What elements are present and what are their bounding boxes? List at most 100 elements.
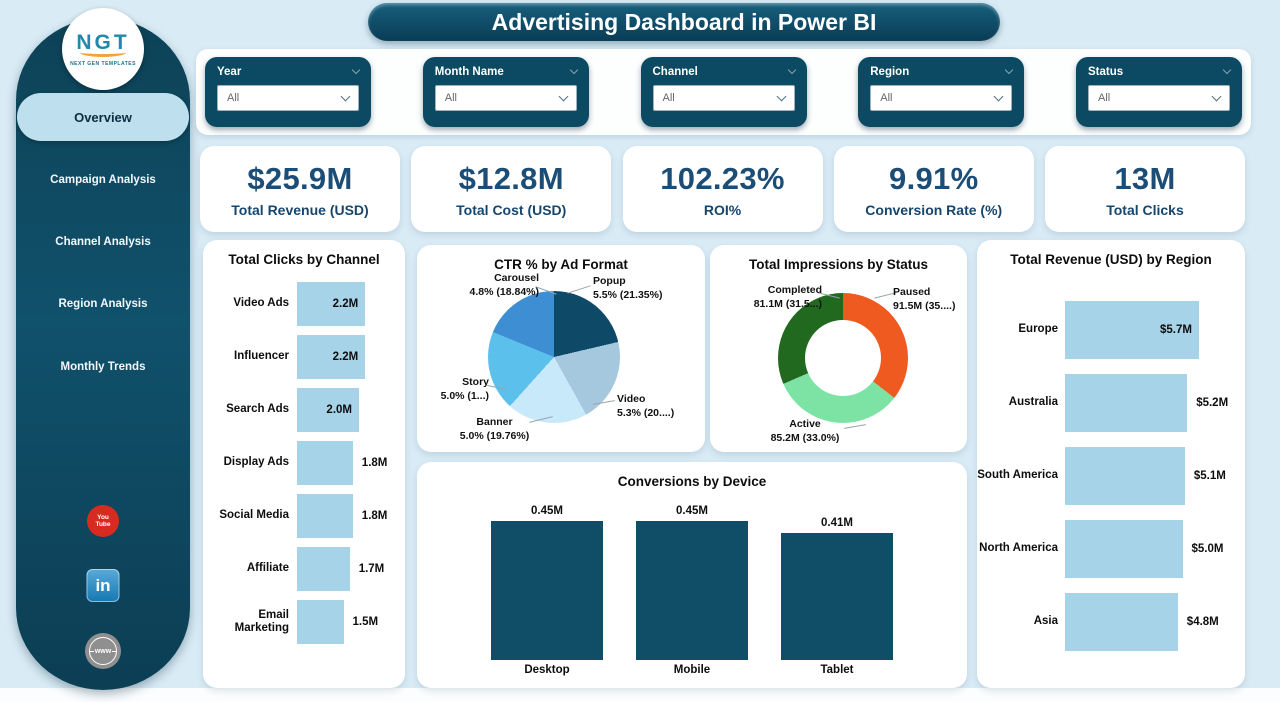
kpi-total-clicks: 13M Total Clicks	[1045, 146, 1245, 232]
category-label: Mobile	[673, 664, 711, 676]
chart-total-clicks-by-channel: Total Clicks by Channel Video Ads 2.2M Inf…	[203, 240, 405, 688]
bar[interactable]	[297, 546, 350, 591]
category-label: North America	[979, 542, 1058, 555]
leader-line	[567, 285, 591, 294]
slice-label-banner: Banner 5.0% (19.76%)	[459, 416, 530, 442]
chevron-down-icon[interactable]	[351, 65, 361, 75]
linkedin-icon[interactable]: in	[86, 569, 120, 602]
kpi-row: $25.9M Total Revenue (USD) $12.8M Total …	[200, 146, 1245, 232]
bar[interactable]	[1065, 373, 1188, 432]
sidebar-item-channel-analysis[interactable]: Channel Analysis	[55, 236, 151, 248]
sidebar: NGT NEXT GEN TEMPLATES Overview Campaign…	[16, 8, 190, 690]
kpi-value: $25.9M	[247, 160, 353, 196]
sidebar-item-campaign-analysis[interactable]: Campaign Analysis	[50, 174, 156, 186]
chevron-down-icon[interactable]	[1222, 65, 1232, 75]
bar[interactable]	[1065, 592, 1178, 651]
bar[interactable]	[781, 533, 893, 660]
status-dropdown[interactable]: All	[1088, 85, 1230, 111]
sidebar-item-label: Overview	[74, 109, 132, 125]
bar[interactable]: 2.2M	[297, 334, 366, 379]
bar-plot-area: Video Ads 2.2M Influencer 2.2M Search Ads 2.0…	[203, 277, 405, 648]
dropdown-value: All	[880, 92, 893, 104]
youtube-icon[interactable]: You Tube	[87, 505, 119, 537]
kpi-label: Total Revenue (USD)	[231, 201, 369, 218]
slice-label-carousel: Carousel 4.8% (18.84%)	[469, 272, 539, 298]
bottom-strip	[0, 688, 1280, 702]
pie-chart[interactable]	[488, 291, 620, 423]
bar-track: $5.7M	[1065, 300, 1199, 359]
region-dropdown[interactable]: All	[870, 85, 1013, 111]
bar[interactable]	[297, 493, 353, 538]
website-globe-icon[interactable]: www	[85, 633, 121, 669]
slicer-label: Year	[217, 66, 242, 78]
chevron-down-icon[interactable]	[787, 65, 796, 75]
value-label: $5.7M	[1159, 323, 1192, 336]
kpi-conversion-rate: 9.91% Conversion Rate (%)	[833, 146, 1034, 232]
bar-row: Display Ads 1.8M	[203, 436, 405, 489]
dropdown-value: All	[444, 92, 457, 104]
bar-row: Europe $5.7M	[977, 293, 1245, 366]
value-label: 2.2M	[332, 297, 359, 310]
chevron-down-icon[interactable]	[1005, 65, 1014, 75]
channel-dropdown[interactable]: All	[652, 85, 795, 111]
kpi-label: Total Cost (USD)	[456, 201, 567, 218]
bar[interactable]	[1065, 519, 1183, 578]
bar-row: Affiliate 1.7M	[203, 542, 405, 595]
kpi-roi: 102.23% ROI%	[622, 146, 823, 232]
dropdown-value: All	[1098, 92, 1111, 104]
category-label: Affiliate	[246, 562, 289, 575]
month-name-dropdown[interactable]: All	[434, 85, 577, 111]
year-dropdown[interactable]: All	[217, 85, 359, 111]
bar-track: $4.8M	[1065, 592, 1219, 651]
bar-row: South America $5.1M	[977, 439, 1245, 512]
charts-area: Total Clicks by Channel Video Ads 2.2M Inf…	[200, 240, 1250, 688]
kpi-total-revenue: $25.9M Total Revenue (USD)	[200, 146, 400, 232]
category-label: Video Ads	[233, 297, 289, 310]
slicer-label: Region	[870, 66, 910, 78]
logo-swoosh-icon	[80, 48, 126, 57]
chart-title: Total Clicks by Channel	[228, 252, 380, 267]
bar[interactable]	[297, 440, 353, 485]
bar[interactable]: 2.0M	[297, 387, 359, 432]
slicer-region: Region All	[858, 57, 1025, 127]
page-title: Advertising Dashboard in Power BI	[368, 3, 1000, 41]
logo-subtext: NEXT GEN TEMPLATES	[70, 61, 136, 67]
value-label: 1.8M	[361, 456, 388, 469]
bar-row: Social Media 1.8M	[203, 489, 405, 542]
chart-conversions-by-device: Conversions by Device 0.45M Desktop 0.45M M…	[417, 462, 967, 688]
bar-column: 0.45M Mobile	[636, 504, 748, 680]
value-label: 0.45M	[676, 505, 708, 517]
sidebar-item-monthly-trends[interactable]: Monthly Trends	[60, 361, 146, 373]
sidebar-item-region-analysis[interactable]: Region Analysis	[58, 298, 148, 310]
category-label: Desktop	[524, 664, 570, 676]
slice-label-popup: Popup 5.5% (21.35%)	[593, 275, 663, 301]
chevron-down-icon	[340, 91, 351, 101]
bar[interactable]	[636, 521, 748, 660]
value-label: 0.45M	[531, 505, 563, 517]
bar-row: Email Marketing 1.5M	[203, 595, 405, 648]
bar[interactable]: 2.2M	[297, 281, 366, 326]
chevron-down-icon[interactable]	[569, 65, 578, 75]
chevron-down-icon	[993, 91, 1004, 101]
chart-total-revenue-by-region: Total Revenue (USD) by Region Europe $5.7…	[977, 240, 1245, 688]
category-label: Email Marketing	[234, 608, 289, 634]
category-label: Asia	[1033, 615, 1058, 628]
value-label: $5.0M	[1191, 542, 1224, 555]
category-label: Influencer	[234, 350, 289, 363]
donut-chart[interactable]	[778, 293, 908, 423]
slicer-month-name: Month Name All	[422, 57, 589, 127]
bar[interactable]	[1065, 446, 1185, 505]
bar-track: $5.2M	[1065, 373, 1228, 432]
bar[interactable]: $5.7M	[1065, 300, 1199, 359]
bar-track: 1.8M	[297, 493, 387, 538]
sidebar-item-overview[interactable]: Overview	[17, 93, 189, 141]
bar[interactable]	[491, 521, 603, 660]
kpi-label: Total Clicks	[1106, 201, 1184, 218]
chart-title: Conversions by Device	[617, 474, 767, 489]
bar[interactable]	[297, 599, 344, 644]
kpi-total-cost: $12.8M Total Cost (USD)	[411, 146, 612, 232]
bar-track: 2.2M	[297, 334, 366, 379]
slicer-year: Year All	[205, 57, 371, 127]
value-label: 1.7M	[358, 562, 385, 575]
